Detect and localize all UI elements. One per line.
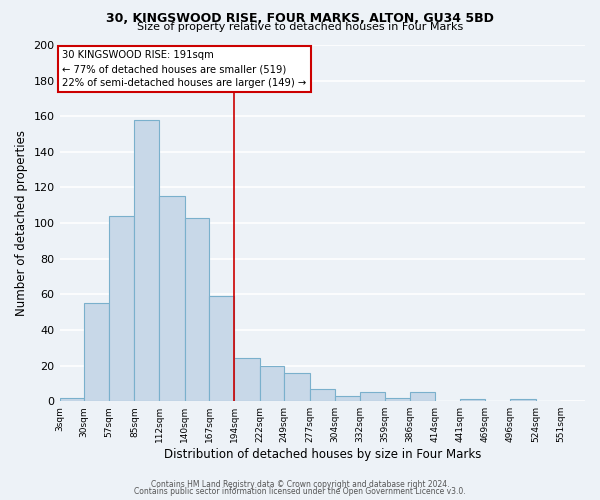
Bar xyxy=(460,400,485,401)
Text: 30, KINGSWOOD RISE, FOUR MARKS, ALTON, GU34 5BD: 30, KINGSWOOD RISE, FOUR MARKS, ALTON, G… xyxy=(106,12,494,24)
Text: Size of property relative to detached houses in Four Marks: Size of property relative to detached ho… xyxy=(137,22,463,32)
Text: Contains HM Land Registry data © Crown copyright and database right 2024.: Contains HM Land Registry data © Crown c… xyxy=(151,480,449,489)
Bar xyxy=(159,196,185,401)
X-axis label: Distribution of detached houses by size in Four Marks: Distribution of detached houses by size … xyxy=(164,448,481,461)
Bar xyxy=(134,120,159,401)
Bar xyxy=(59,398,84,401)
Text: 30 KINGSWOOD RISE: 191sqm
← 77% of detached houses are smaller (519)
22% of semi: 30 KINGSWOOD RISE: 191sqm ← 77% of detac… xyxy=(62,50,307,88)
Bar xyxy=(109,216,134,401)
Bar xyxy=(209,296,234,401)
Bar xyxy=(284,372,310,401)
Bar xyxy=(360,392,385,401)
Bar xyxy=(234,358,260,401)
Text: Contains public sector information licensed under the Open Government Licence v3: Contains public sector information licen… xyxy=(134,487,466,496)
Bar xyxy=(310,388,335,401)
Bar xyxy=(185,218,209,401)
Bar xyxy=(510,400,536,401)
Y-axis label: Number of detached properties: Number of detached properties xyxy=(15,130,28,316)
Bar xyxy=(260,366,284,401)
Bar xyxy=(385,398,410,401)
Bar xyxy=(335,396,360,401)
Bar xyxy=(84,304,109,401)
Bar xyxy=(410,392,435,401)
